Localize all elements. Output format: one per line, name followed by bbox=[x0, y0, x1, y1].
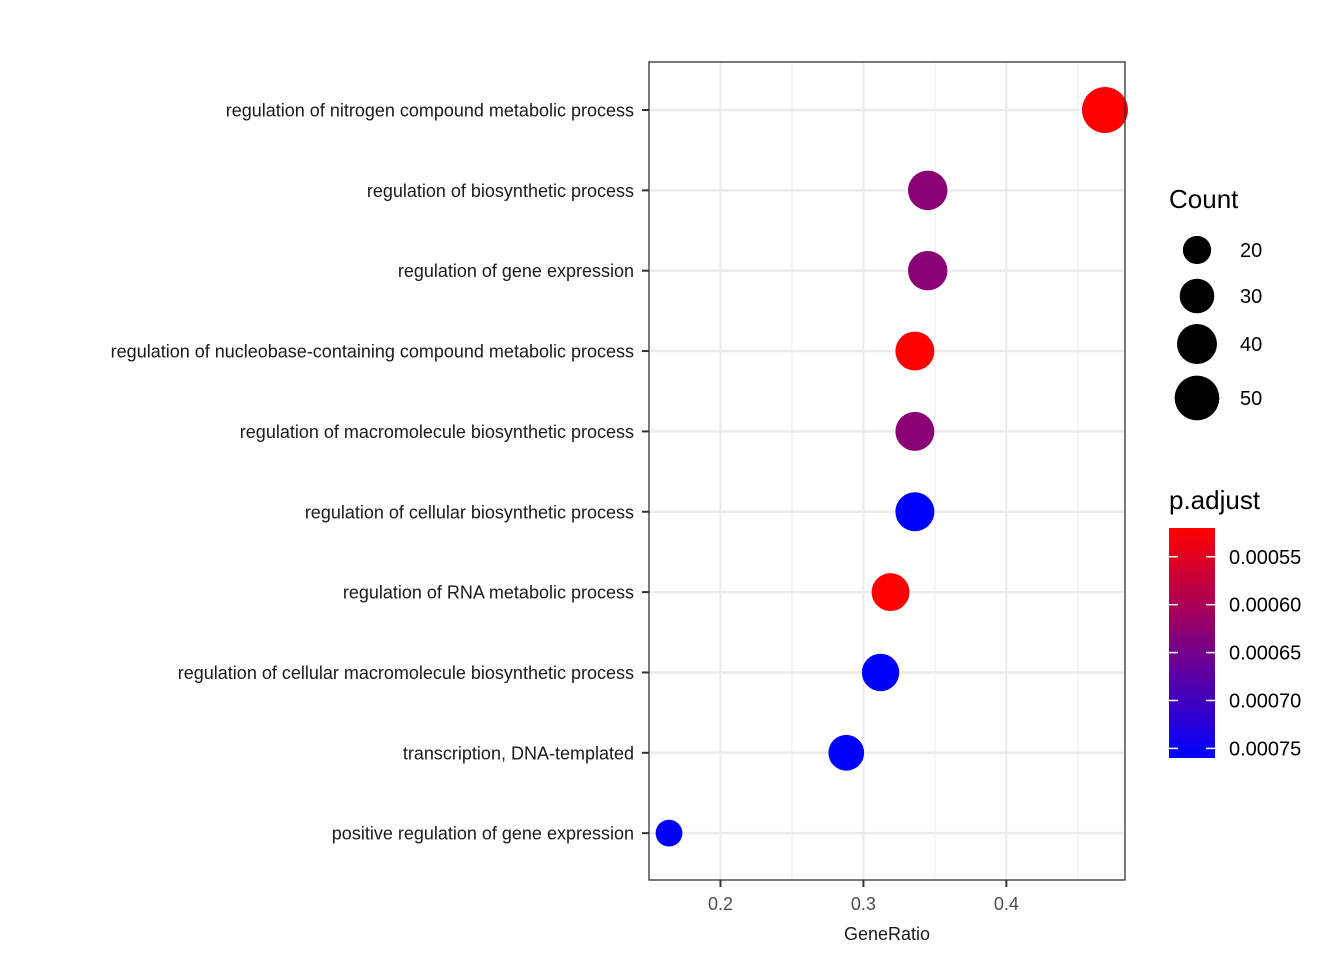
panel-frame bbox=[648, 61, 1126, 881]
x-tick-label: 0.2 bbox=[708, 894, 733, 914]
panel-background bbox=[649, 62, 1125, 880]
y-tick-label: transcription, DNA-templated bbox=[403, 743, 634, 763]
y-tick-label: positive regulation of gene expression bbox=[332, 824, 634, 844]
count-legend-key bbox=[1177, 324, 1217, 364]
p-adjust-legend-label: 0.00060 bbox=[1229, 595, 1301, 617]
y-tick-label: regulation of nucleobase-containing comp… bbox=[111, 342, 634, 362]
p-adjust-legend-label: 0.00075 bbox=[1229, 738, 1301, 760]
count-legend-key bbox=[1179, 278, 1215, 314]
data-point bbox=[908, 250, 948, 291]
x-tick-label: 0.3 bbox=[851, 894, 876, 914]
p-adjust-legend-label: 0.00065 bbox=[1229, 643, 1301, 665]
y-tick-label: regulation of RNA metabolic process bbox=[343, 583, 634, 603]
count-legend: Count 20 30 40 50 bbox=[1169, 184, 1262, 421]
count-legend-title: Count bbox=[1169, 184, 1239, 214]
data-point bbox=[1081, 87, 1128, 133]
y-tick-label: regulation of nitrogen compound metaboli… bbox=[226, 101, 634, 121]
y-axis: regulation of nitrogen compound metaboli… bbox=[111, 101, 649, 844]
data-points bbox=[655, 87, 1128, 847]
x-tick-label: 0.4 bbox=[994, 894, 1019, 914]
y-tick-label: regulation of macromolecule biosynthetic… bbox=[240, 422, 634, 442]
count-legend-key bbox=[1174, 375, 1220, 421]
p-adjust-legend-label: 0.00070 bbox=[1229, 691, 1301, 713]
data-point bbox=[895, 411, 935, 451]
data-point bbox=[828, 734, 865, 771]
y-tick-label: regulation of gene expression bbox=[398, 261, 634, 281]
x-axis-title: GeneRatio bbox=[844, 924, 930, 944]
panel-border bbox=[648, 61, 1126, 881]
data-point bbox=[895, 492, 935, 532]
p-adjust-colorbar bbox=[1169, 528, 1215, 758]
p-adjust-legend: p.adjust 0.00055 0.00060 0.00065 0.00070 0.0… bbox=[1169, 485, 1301, 760]
data-point bbox=[871, 573, 910, 612]
count-legend-key bbox=[1182, 235, 1212, 265]
data-point bbox=[655, 819, 683, 847]
data-point bbox=[908, 170, 948, 211]
count-legend-label: 40 bbox=[1240, 334, 1262, 356]
plot-panel bbox=[649, 62, 1125, 880]
data-point bbox=[861, 653, 900, 692]
count-legend-label: 30 bbox=[1240, 286, 1262, 308]
y-tick-label: regulation of biosynthetic process bbox=[367, 181, 634, 201]
y-tick-label: regulation of cellular macromolecule bio… bbox=[178, 663, 634, 683]
count-legend-label: 50 bbox=[1240, 388, 1262, 410]
y-tick-label: regulation of cellular biosynthetic proc… bbox=[305, 502, 634, 522]
count-legend-label: 20 bbox=[1240, 240, 1262, 262]
data-point bbox=[895, 331, 935, 371]
p-adjust-legend-title: p.adjust bbox=[1169, 485, 1261, 515]
x-axis: GeneRatio 0.2 0.3 0.4 bbox=[708, 880, 1019, 944]
p-adjust-legend-label: 0.00055 bbox=[1229, 547, 1301, 569]
